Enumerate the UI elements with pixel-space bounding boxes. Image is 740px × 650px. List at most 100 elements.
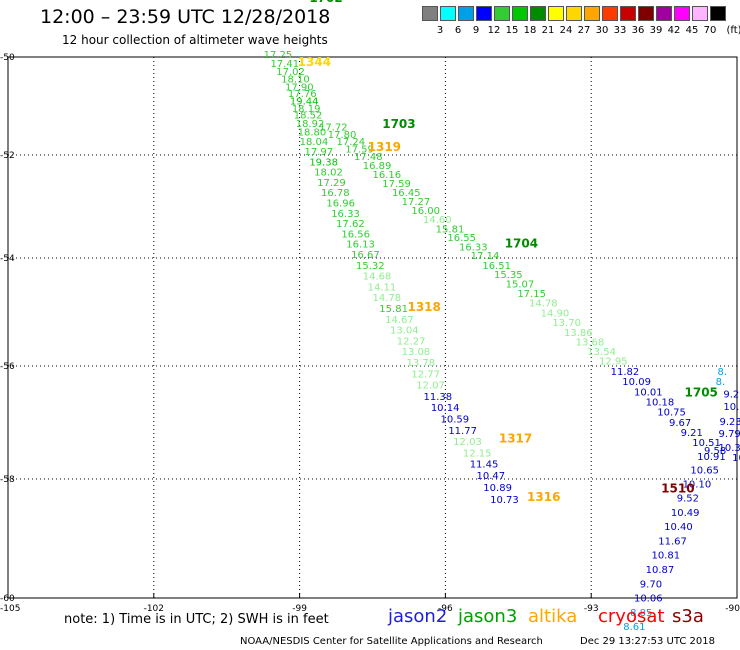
wave-height-value: 17.25 (264, 50, 293, 61)
wave-height-value: 13.54 (587, 347, 616, 358)
scale-swatch (422, 6, 438, 21)
wave-height-value: 12.27 (397, 336, 426, 347)
legend-jason3: jason3 (458, 606, 518, 627)
wave-height-value: 16.56 (341, 229, 370, 240)
scale-label: 36 (631, 25, 645, 36)
wave-height-value: 9.2 (723, 390, 739, 401)
lon-label: -93 (584, 604, 599, 614)
lat-label: -52 (0, 151, 15, 161)
scale-swatch (602, 6, 618, 21)
wave-height-value: 17.24 (337, 137, 366, 148)
scale-label: 27 (577, 25, 591, 36)
wave-height-value: 10.89 (483, 483, 512, 494)
wave-height-value: 8.61 (623, 622, 645, 633)
scale-label: 21 (541, 25, 555, 36)
footer-timestamp: Dec 29 13:27:53 UTC 2018 (580, 636, 715, 647)
time-label: 1316 (527, 490, 560, 504)
lat-label: -56 (0, 362, 15, 372)
wave-height-value: 11.77 (448, 426, 477, 437)
wave-height-value: 12.77 (411, 369, 440, 380)
wave-height-value: 9.79 (719, 429, 740, 440)
wave-height-value: 17.14 (471, 251, 500, 262)
wave-height-value: 10.87 (646, 565, 675, 576)
scale-swatch (476, 6, 492, 21)
wave-height-value: 16.33 (331, 209, 360, 220)
wave-height-value: 18.80 (298, 127, 327, 138)
scale-swatch (440, 6, 456, 21)
wave-height-value: 10 (732, 453, 740, 464)
scale-swatch (674, 6, 690, 21)
wave-height-value: 10.09 (622, 377, 651, 388)
wave-height-value: 17.15 (517, 289, 546, 300)
wave-height-value: 13.70 (552, 318, 581, 329)
wave-height-value: 14.78 (373, 293, 402, 304)
wave-height-value: 17.59 (345, 145, 374, 156)
wave-height-value: 16.00 (411, 206, 440, 217)
time-label: 1319 (368, 140, 401, 154)
wave-height-value: 15.07 (506, 280, 535, 291)
scale-swatch (530, 6, 546, 21)
scale-unit: (ft) (726, 25, 740, 36)
scale-swatch (458, 6, 474, 21)
scale-label: 18 (523, 25, 537, 36)
wave-height-value: 18.92 (296, 119, 325, 130)
wave-height-value: 18.02 (314, 168, 343, 179)
time-label: 1702 (309, 0, 342, 5)
wave-height-value: 10.10 (683, 479, 712, 490)
wave-height-value: 17.59 (382, 179, 411, 190)
wave-height-value: 18.52 (294, 111, 323, 122)
wave-height-value: 17.72 (319, 123, 348, 134)
wave-height-value: 8.85 (630, 608, 652, 619)
scale-label: 3 (436, 25, 444, 36)
wave-height-value: 17.02 (276, 67, 305, 78)
time-label: 1705 (685, 386, 718, 400)
lat-label: -50 (0, 53, 15, 63)
wave-height-value: 10.51 (692, 438, 721, 449)
wave-height-value: 11.38 (424, 392, 453, 403)
time-label: 1317 (499, 431, 532, 445)
wave-height-value: 15.35 (494, 270, 523, 281)
wave-height-value: 12.07 (416, 381, 445, 392)
wave-height-value: 13.08 (402, 347, 431, 358)
wave-height-value: 9.21 (681, 428, 703, 439)
wave-height-value: 18.04 (300, 137, 329, 148)
wave-height-value: 15.81 (436, 224, 465, 235)
wave-height-value: 9.52 (677, 494, 699, 505)
wave-height-value: 10.3 (719, 443, 740, 454)
lon-label: -96 (438, 604, 453, 614)
wave-height-value: 17.41 (270, 59, 299, 70)
wave-height-value: 13.04 (390, 326, 419, 337)
lat-label: -60 (0, 594, 15, 604)
wave-height-value: 13.78 (407, 358, 436, 369)
wave-height-value: 13.86 (564, 328, 593, 339)
wave-height-value: 16.55 (447, 233, 476, 244)
wave-height-value: 15.32 (356, 261, 385, 272)
wave-height-value: 10.49 (671, 508, 700, 519)
scale-swatch (620, 6, 636, 21)
wave-height-value: 16.78 (321, 188, 350, 199)
scale-swatch (710, 6, 726, 21)
wave-height-value: 18.10 (281, 74, 310, 85)
wave-height-value: 17.76 (288, 89, 317, 100)
wave-height-value: 11.67 (658, 536, 687, 547)
scale-swatch (566, 6, 582, 21)
time-label: 1510 (661, 482, 694, 496)
scale-label: 6 (454, 25, 462, 36)
scale-label: 45 (685, 25, 699, 36)
wave-height-value: 11.45 (470, 460, 499, 471)
legend-jason2: jason2 (388, 606, 448, 627)
scale-swatch (692, 6, 708, 21)
legend-cryosat: cryosat (598, 606, 665, 627)
legend-altika: altika (528, 606, 578, 627)
scale-label: 39 (649, 25, 663, 36)
wave-height-value: 10.01 (634, 387, 663, 398)
scale-label: 70 (703, 25, 717, 36)
wave-height-value: 10.75 (657, 408, 686, 419)
scale-label: 30 (595, 25, 609, 36)
wave-height-value: 10.18 (723, 402, 740, 413)
wave-height-value: 10.65 (690, 465, 719, 476)
scale-swatch (584, 6, 600, 21)
footer-credit: NOAA/NESDIS Center for Satellite Applica… (240, 636, 543, 647)
wave-height-value: 10.06 (634, 594, 663, 605)
